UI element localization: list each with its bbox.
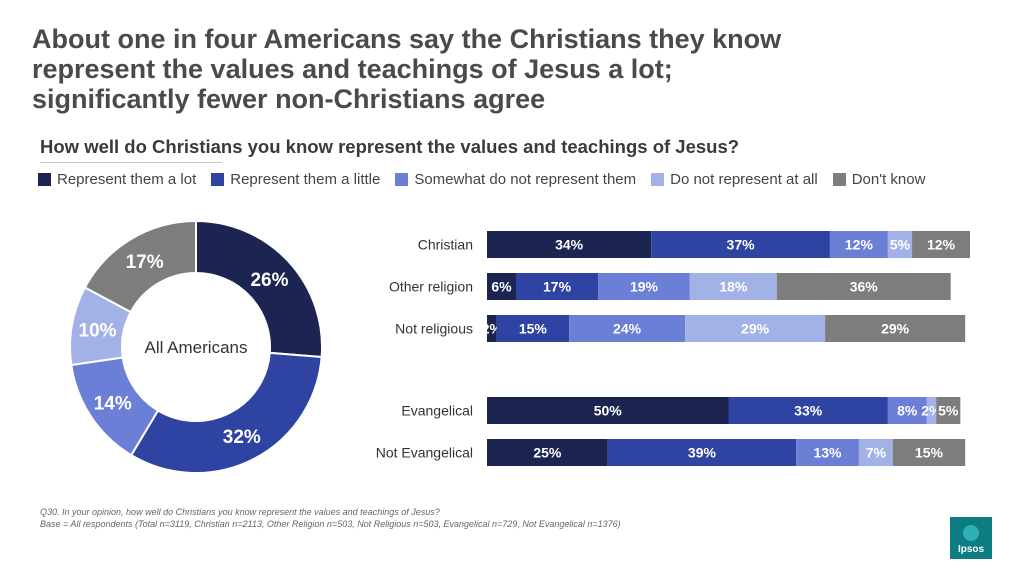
chart-subtitle: How well do Christians you know represen… <box>40 136 740 157</box>
bar-segment <box>487 397 729 424</box>
headline-line-1: About one in four Americans say the Chri… <box>32 24 782 54</box>
bar-segment-label: 39% <box>688 445 717 461</box>
chart-legend: Represent them a lot Represent them a lit… <box>38 171 940 188</box>
ipsos-logo: Ipsos <box>950 517 992 559</box>
bar-segment <box>887 231 913 258</box>
legend-item: Represent them a lot <box>38 171 196 188</box>
bar-segment-label: 15% <box>915 445 944 461</box>
donut-slice <box>83 219 197 314</box>
bar-segment-label: 34% <box>555 237 584 253</box>
bar-segment-label: 12% <box>845 237 874 253</box>
bar-segment <box>887 397 927 424</box>
bar-segment-label: 13% <box>813 445 842 461</box>
bar-category-label: Other religion <box>389 279 473 295</box>
bar-segment <box>598 273 690 300</box>
stacked-bar-chart: Christian 34% 37% 12% 5% 12% Other religion 6% 1… <box>376 231 970 466</box>
bar-segment <box>936 397 961 424</box>
bar-segment <box>569 315 686 342</box>
donut-chart: 26% 32% 14% 10% 17% All Americans <box>69 219 323 474</box>
bar-segment-label: 7% <box>866 445 887 461</box>
bar-segment <box>487 439 608 466</box>
bar-segment <box>858 439 893 466</box>
bar-segment <box>607 439 797 466</box>
bar-segment-label: 6% <box>491 279 512 295</box>
bar-segment-label: 8% <box>897 403 918 419</box>
legend-swatch <box>651 173 665 186</box>
bar-segment <box>487 231 652 258</box>
logo-text: Ipsos <box>957 544 985 555</box>
logo-mark-icon <box>963 525 979 541</box>
bar-segment <box>829 231 888 258</box>
legend-swatch <box>832 173 846 186</box>
donut-center-label: All Americans <box>145 338 248 357</box>
legend-label: Don't know <box>851 171 926 188</box>
donut-slice-label: 10% <box>79 321 117 342</box>
donut-slice-label: 26% <box>250 270 288 291</box>
bar-segment <box>892 439 966 466</box>
bar-segment-label: 33% <box>794 403 823 419</box>
bar-segment-label: 5% <box>890 237 911 253</box>
bar-segment-label: 37% <box>727 237 756 253</box>
headline: About one in four Americans say the Chri… <box>32 24 992 114</box>
bar-segment-label: 18% <box>719 279 748 295</box>
bar-segment <box>651 231 830 258</box>
legend-item: Don't know <box>832 171 926 188</box>
bar-segment <box>796 439 859 466</box>
bar-segment-label: 15% <box>519 321 548 337</box>
donut-slice-label: 14% <box>94 393 132 414</box>
legend-swatch <box>38 173 51 186</box>
bar-segment-label: 25% <box>533 445 562 461</box>
donut-slice-label: 32% <box>223 427 261 448</box>
bar-category-label: Christian <box>418 237 473 253</box>
footnote-base: Base = All respondents (Total n=3119, Ch… <box>40 519 621 529</box>
headline-line-3: significantly fewer non-Christians agree <box>32 84 546 114</box>
bar-segment <box>912 231 970 258</box>
legend-item: Somewhat do not represent them <box>395 171 636 188</box>
footnote: Q30. In your opinion, how well do Christ… <box>40 506 621 530</box>
bar-segment-label: 19% <box>630 279 659 295</box>
subtitle-underline <box>40 162 222 163</box>
bar-segment <box>689 273 777 300</box>
legend-swatch <box>211 173 225 186</box>
legend-label: Represent them a little <box>230 171 381 188</box>
bar-segment <box>515 273 599 300</box>
legend-swatch <box>395 173 409 186</box>
bar-category-label: Evangelical <box>401 403 473 419</box>
bar-segment <box>728 397 888 424</box>
legend-label: Do not represent at all <box>670 171 818 188</box>
bar-segment <box>776 273 951 300</box>
bar-category-label: Not religious <box>395 321 473 337</box>
bar-segment <box>487 273 516 300</box>
bar-segment <box>496 315 570 342</box>
bar-segment <box>487 315 497 342</box>
donut-slice <box>129 351 323 474</box>
bar-segment-label: 29% <box>881 321 910 337</box>
bar-segment-label: 12% <box>927 237 956 253</box>
bar-segment-label: 24% <box>613 321 642 337</box>
footnote-question: Q30. In your opinion, how well do Christ… <box>40 507 440 517</box>
legend-item: Do not represent at all <box>651 171 818 188</box>
donut-slice <box>195 219 323 359</box>
legend-label: Represent them a lot <box>57 171 197 188</box>
bar-segment <box>685 315 826 342</box>
bar-segment <box>926 397 937 424</box>
bar-category-label: Not Evangelical <box>376 445 473 461</box>
bar-segment-label: 17% <box>543 279 572 295</box>
legend-item: Represent them a little <box>211 171 380 188</box>
headline-line-2: represent the values and teachings of Je… <box>32 54 673 84</box>
bar-segment-label: 36% <box>850 279 879 295</box>
bar-segment <box>825 315 966 342</box>
bar-segment-label: 29% <box>741 321 770 337</box>
bar-segment-label: 5% <box>938 403 959 419</box>
donut-slice-label: 17% <box>126 252 164 273</box>
legend-label: Somewhat do not represent them <box>414 171 637 188</box>
bar-segment-label: 50% <box>594 403 623 419</box>
